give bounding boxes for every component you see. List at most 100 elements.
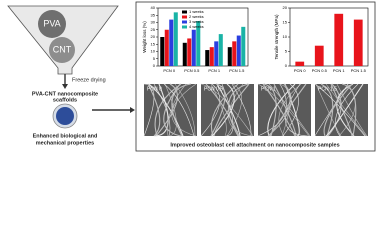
- sem-fiber: [257, 83, 310, 137]
- sem-fiber: [320, 83, 334, 137]
- bar: [227, 47, 232, 66]
- x-tick-label: PCN 1.5: [351, 68, 367, 73]
- y-tick-label: 5: [285, 49, 288, 54]
- arrow-head: [130, 107, 135, 113]
- sem-fiber: [174, 83, 196, 137]
- bar: [236, 35, 241, 66]
- y-axis-label: Tensile strength (MPa): [274, 14, 279, 60]
- y-tick-label: 30: [151, 20, 156, 25]
- sem-fiber: [155, 83, 178, 137]
- sem-fiber: [211, 83, 235, 137]
- sem-fiber: [338, 83, 356, 137]
- y-tick-label: 40: [151, 5, 156, 10]
- funnel-label: CNT: [53, 44, 72, 54]
- x-tick-label: PCN 0.5: [184, 68, 200, 73]
- y-tick-label: 15: [151, 41, 156, 46]
- sem-fiber: [228, 83, 249, 137]
- x-tick-label: PCN 1.5: [229, 68, 245, 73]
- sem-fiber: [285, 83, 309, 137]
- cnt-circle: [49, 37, 75, 63]
- sem-label: PCN 1: [261, 86, 276, 92]
- sem-fiber: [167, 83, 197, 137]
- result-label: mechanical properties: [36, 140, 94, 146]
- bar: [205, 50, 210, 66]
- y-tick-label: 35: [151, 12, 156, 17]
- sem-fiber: [269, 83, 307, 137]
- bar: [314, 45, 324, 66]
- sem-fiber: [147, 83, 161, 137]
- pva-circle: [38, 10, 66, 38]
- bar: [232, 41, 237, 66]
- sem-fiber: [171, 83, 192, 137]
- legend-label: 4 weeks: [189, 24, 204, 29]
- bar: [169, 19, 174, 67]
- bar: [241, 26, 246, 67]
- arrow-head: [62, 84, 68, 89]
- y-tick-label: 15: [283, 20, 288, 25]
- sem-fiber: [282, 83, 299, 137]
- legend-swatch: [182, 20, 187, 24]
- y-tick-label: 0: [153, 63, 156, 68]
- sem-fiber: [335, 83, 359, 137]
- sem-fiber: [330, 83, 353, 137]
- sem-fiber: [262, 83, 296, 137]
- bar: [209, 47, 214, 66]
- x-tick-label: PCN 0: [163, 68, 176, 73]
- legend-label: 1 weeks: [189, 9, 204, 14]
- sem-caption: Improved osteoblast cell attachment on n…: [170, 142, 339, 148]
- sem-fiber: [200, 83, 254, 137]
- y-tick-label: 10: [283, 34, 288, 39]
- bar: [164, 29, 169, 66]
- legend-swatch: [182, 25, 187, 29]
- sem-fiber: [336, 83, 355, 137]
- legend-swatch: [182, 10, 187, 14]
- y-tick-label: 0: [285, 63, 288, 68]
- sem-fiber: [216, 83, 241, 137]
- bar: [196, 21, 201, 66]
- result-label: Enhanced biological and: [33, 133, 98, 139]
- bar: [187, 38, 192, 66]
- x-tick-label: PCN 0.5: [312, 68, 328, 73]
- bar: [191, 29, 196, 66]
- sem-fiber: [210, 83, 227, 137]
- sem-fiber: [210, 83, 226, 137]
- sem-fiber: [323, 83, 353, 137]
- product-label: PVA-CNT nanocomposite: [32, 91, 98, 97]
- sem-label: PCN 1.5: [318, 86, 337, 92]
- y-tick-label: 25: [151, 27, 156, 32]
- x-tick-label: PCN 1: [333, 68, 346, 73]
- scaffold: [56, 107, 74, 125]
- sem-fiber: [278, 83, 302, 137]
- bar: [173, 12, 178, 67]
- bar: [353, 19, 363, 67]
- bar: [218, 34, 223, 66]
- graphical-abstract: PVA CNT Freeze drying PVA-CNT nanocompos…: [7, 1, 376, 152]
- sem-fiber: [163, 83, 195, 137]
- bar: [182, 42, 187, 66]
- sem-fiber: [314, 83, 366, 137]
- sem-fiber: [163, 83, 182, 137]
- y-tick-label: 5: [153, 56, 156, 61]
- legend-label: 2 weeks: [189, 14, 204, 19]
- sem-label: PCN 0.5: [204, 86, 223, 92]
- sem-fiber: [200, 83, 221, 137]
- sem-fiber: [263, 83, 277, 137]
- x-tick-label: PCN 1: [208, 68, 221, 73]
- sem-fiber: [314, 83, 349, 137]
- x-tick-label: PCN 0: [294, 68, 307, 73]
- sem-fiber: [267, 83, 296, 137]
- sem-fiber: [325, 83, 367, 137]
- sem-fiber: [325, 83, 364, 137]
- sem-fiber: [267, 83, 292, 137]
- bar: [334, 13, 344, 67]
- y-tick-label: 20: [283, 5, 288, 10]
- product-label: scaffolds: [53, 97, 77, 103]
- y-tick-label: 10: [151, 49, 156, 54]
- bar: [160, 37, 165, 66]
- process-label: Freeze drying: [72, 77, 106, 83]
- results-box: [135, 1, 376, 152]
- y-tick-label: 20: [151, 34, 156, 39]
- y-axis-label: Weight loss (%): [142, 21, 147, 53]
- legend-label: 3 weeks: [189, 19, 204, 24]
- sem-fiber: [231, 83, 252, 137]
